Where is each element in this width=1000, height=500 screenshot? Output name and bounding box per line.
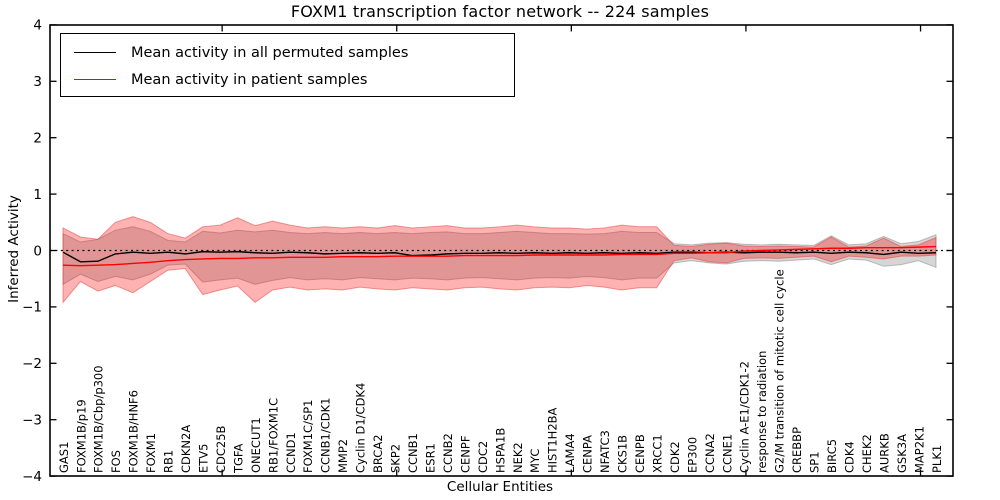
x-category-label: NFATC3 [598,430,612,473]
x-category-label: RB1/FOXM1C [266,398,280,473]
x-category-label: Cyclin D1/CDK4 [354,383,368,473]
x-category-label: G2/M transition of mitotic cell cycle [773,269,787,473]
x-category-label: LAMA4 [563,433,577,473]
x-category-label: FOXM1B/p19 [74,399,88,473]
y-tick-label: −4 [22,469,42,485]
x-category-label: ONECUT1 [249,417,263,473]
x-category-label: HSPA1B [493,428,507,473]
legend-label: Mean activity in patient samples [131,71,368,88]
x-category-label: AURKB [877,433,891,473]
x-category-label: CCNB2 [441,433,455,473]
x-category-label: FOS [109,450,123,473]
y-tick-label: 3 [33,74,42,90]
x-category-label: CDK2 [668,441,682,473]
x-category-label: CHEK2 [860,434,874,473]
x-category-label: CENPA [581,435,595,473]
x-axis-label: Cellular Entities [446,479,554,495]
x-category-label: CDC25B [214,425,228,473]
x-category-label: SKP2 [389,444,403,473]
x-category-label: BRCA2 [371,434,385,473]
x-category-label: CKS1B [616,435,630,473]
mean-patient-line [62,245,937,267]
y-tick-label: 2 [33,131,42,147]
mean-permuted-line [62,250,937,263]
x-category-label: RB1 [162,450,176,473]
permuted-line-swatch [74,52,116,53]
x-category-label: HIST1H2BA [546,407,560,473]
x-category-label: EP300 [685,437,699,473]
x-category-label: CDC2 [476,441,490,473]
x-category-label: FOXM1C/SP1 [301,399,315,473]
patient-std-band [62,216,937,304]
patient-line-swatch [74,79,116,80]
x-category-label: ESR1 [423,443,437,473]
y-tick-label: 0 [33,243,42,259]
x-category-label: Cyclin A-E1/CDK1-2 [738,361,752,473]
x-category-label: ETV5 [196,444,210,473]
x-category-label: CDKN2A [179,425,193,473]
y-tick-label: −3 [22,413,42,429]
x-category-label: PLK1 [930,445,944,473]
legend-item-permuted: Mean activity in all permuted samples [74,39,514,66]
x-category-label: NEK2 [511,442,525,473]
legend-item-patient: Mean activity in patient samples [74,66,514,93]
x-category-label: BIRC5 [825,439,839,473]
x-category-label: CCNA2 [703,433,717,473]
x-category-label: FOXM1B/HNF6 [127,390,141,473]
x-category-label: CCNB1 [406,433,420,473]
x-category-label: CENPB [633,434,647,473]
x-category-label: CENPF [458,436,472,473]
x-category-label: MAP2K1 [912,426,926,473]
x-category-label: CCND1 [284,432,298,473]
x-category-label: CCNB1/CDK1 [319,398,333,474]
x-category-label: XRCC1 [650,434,664,473]
x-category-label: CDK4 [843,441,857,473]
x-category-label: MYC [528,449,542,473]
x-category-label: TGFA [231,444,245,474]
x-category-label: MMP2 [336,439,350,473]
x-category-label: response to radiation [755,351,769,473]
y-tick-label: −1 [22,300,42,316]
x-category-label: GAS1 [57,442,71,473]
x-category-label: GSK3A [895,434,909,473]
x-category-label: SP1 [808,451,822,473]
y-axis-label: Inferred Activity [6,195,22,303]
x-category-label: FOXM1B/Cbp/p300 [92,365,106,473]
y-tick-label: −2 [22,356,42,372]
y-tick-label: 1 [33,187,42,203]
legend-label: Mean activity in all permuted samples [131,44,409,61]
y-tick-label: 4 [33,18,42,34]
x-category-label: CCNE1 [720,434,734,473]
x-category-label: FOXM1 [144,433,158,473]
chart-title: FOXM1 transcription factor network -- 22… [290,2,710,21]
x-category-label: CREBBP [790,427,804,473]
legend: Mean activity in all permuted samples Me… [60,33,515,97]
